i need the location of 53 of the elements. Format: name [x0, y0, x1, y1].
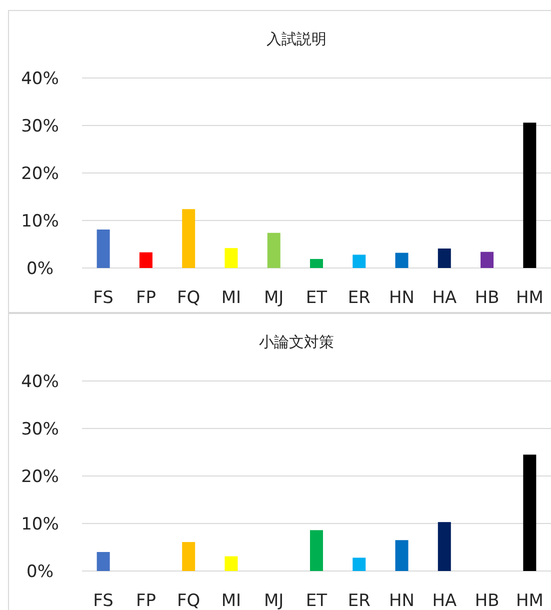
- x-tick-label: ER: [348, 591, 371, 610]
- x-tick-label: FP: [136, 591, 156, 610]
- y-tick-label: 30%: [21, 420, 59, 440]
- bar: [182, 542, 196, 571]
- x-tick-label: HM: [516, 288, 544, 308]
- bar: [480, 252, 494, 268]
- x-tick-label: HB: [474, 591, 500, 610]
- y-tick-label: 20%: [21, 467, 59, 487]
- bar: [139, 252, 152, 268]
- x-tick-label: HM: [516, 591, 544, 610]
- bar: [96, 552, 110, 571]
- y-tick-label: 20%: [21, 164, 59, 184]
- bar: [310, 530, 323, 571]
- x-tick-label: MI: [221, 288, 242, 308]
- y-tick-label: 30%: [21, 116, 59, 136]
- y-tick-label: 10%: [21, 212, 59, 232]
- x-tick-label: FS: [93, 591, 114, 610]
- x-tick-label: HB: [474, 288, 500, 308]
- chart-title: 小論文対策: [259, 333, 334, 351]
- x-tick-label: MJ: [264, 288, 284, 308]
- x-tick-label: ET: [306, 288, 328, 308]
- x-tick-label: FP: [136, 288, 156, 308]
- bar: [352, 558, 366, 571]
- x-tick-label: FS: [93, 288, 114, 308]
- x-tick-label: ER: [348, 288, 371, 308]
- bar: [267, 232, 280, 268]
- x-tick-label: HN: [389, 591, 415, 610]
- x-tick-label: HN: [389, 288, 415, 308]
- bar: [438, 522, 451, 571]
- bar: [310, 258, 323, 268]
- bar: [96, 230, 110, 268]
- x-tick-label: HA: [432, 288, 457, 308]
- bar: [438, 248, 451, 268]
- x-tick-label: FQ: [177, 288, 200, 308]
- bar: [182, 209, 196, 268]
- y-tick-label: 40%: [21, 69, 59, 89]
- bar: [523, 122, 536, 268]
- chart-title: 入試説明: [266, 30, 326, 48]
- bar: [395, 252, 408, 268]
- x-tick-label: FQ: [177, 591, 200, 610]
- bar: [224, 248, 238, 268]
- x-tick-label: MJ: [264, 591, 284, 610]
- x-tick-label: ET: [306, 591, 328, 610]
- bar: [352, 254, 366, 268]
- bar: [395, 540, 408, 571]
- y-tick-label: 10%: [21, 514, 59, 534]
- y-tick-label: 40%: [21, 372, 59, 392]
- x-tick-label: MI: [221, 591, 242, 610]
- bar: [523, 454, 536, 571]
- bar: [224, 556, 238, 571]
- x-tick-label: HA: [432, 591, 457, 610]
- y-tick-label: 0%: [26, 562, 54, 582]
- y-tick-label: 0%: [26, 259, 54, 279]
